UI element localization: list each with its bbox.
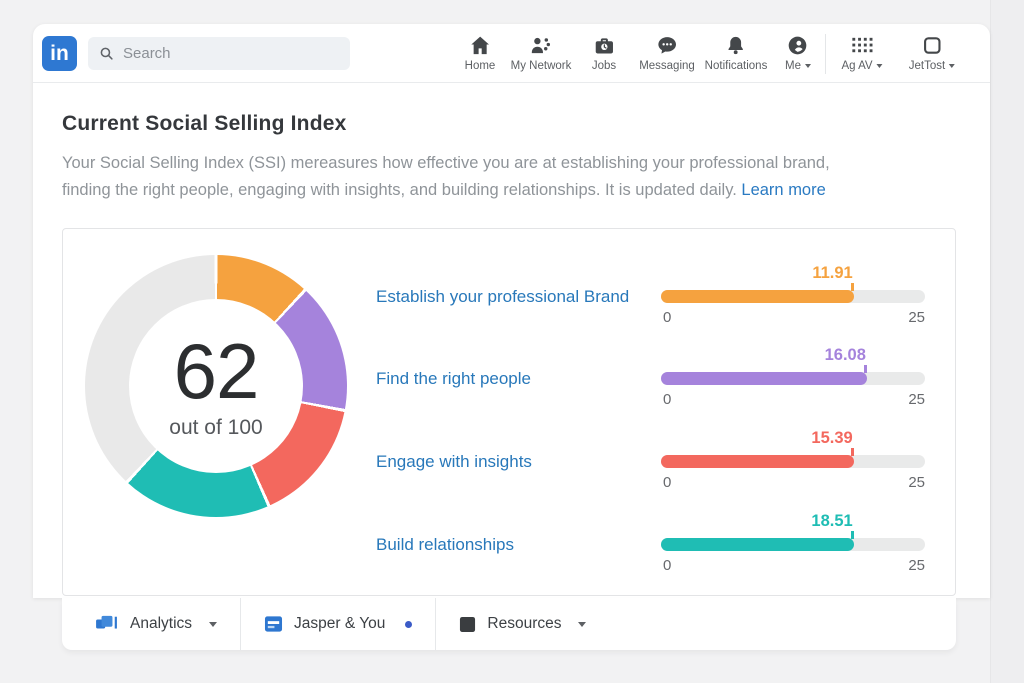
bar-fill	[661, 455, 854, 468]
linkedin-logo[interactable]: in	[42, 36, 77, 71]
ssi-score-suffix: out of 100	[169, 416, 263, 439]
chevron-down-icon	[949, 64, 956, 68]
top-navbar: in Home My Network	[33, 24, 990, 83]
ssi-bar-row-insights: Engage with insights 15.39 0 25	[376, 429, 925, 495]
bar-tick	[863, 365, 867, 373]
bar-value: 11.91	[812, 264, 853, 282]
square-outline-icon	[921, 33, 944, 57]
footer-toolbar: Analytics Jasper & You Resources	[62, 598, 956, 650]
bar-track: 11.91	[661, 264, 925, 303]
briefcase-icon	[592, 33, 615, 57]
learn-more-link[interactable]: Learn more	[741, 180, 826, 199]
bar-value: 18.51	[811, 512, 853, 530]
search-box[interactable]	[88, 37, 350, 70]
axis-max-label: 25	[908, 557, 925, 574]
axis-max-label: 25	[908, 391, 925, 408]
bar-label-link[interactable]: Establish your professional Brand	[376, 287, 630, 306]
app-window: in Home My Network	[33, 24, 990, 598]
search-input[interactable]	[123, 45, 340, 62]
ssi-bar-row-brand: Establish your professional Brand 11.91 …	[376, 264, 925, 330]
bar-track: 16.08	[661, 346, 925, 385]
footer-tab-label: Analytics	[130, 615, 193, 632]
nav-item-messaging[interactable]: Messaging	[639, 33, 695, 72]
nav-item-home[interactable]: Home	[464, 33, 496, 72]
bar-label-link[interactable]: Build relationships	[376, 535, 514, 554]
nav-item-apps[interactable]: Ag AV	[841, 33, 883, 72]
page-description: Your Social Selling Index (SSI) mereasur…	[62, 150, 947, 203]
chevron-down-icon	[876, 64, 883, 68]
chevron-down-icon	[804, 64, 811, 68]
page-title: Current Social Selling Index	[62, 112, 347, 135]
nav-item-label: Home	[464, 60, 496, 72]
axis-max-label: 25	[908, 474, 925, 491]
donut-center: 62 out of 100	[129, 299, 303, 473]
footer-tab-analytics[interactable]: Analytics	[95, 614, 218, 634]
home-icon	[469, 33, 492, 57]
bell-icon	[725, 33, 747, 57]
bar-tick	[850, 448, 854, 456]
description-line-2: finding the right people, engaging with …	[62, 180, 737, 199]
nav-item-my-network[interactable]: My Network	[510, 33, 572, 72]
chat-bubbles-icon	[96, 615, 117, 629]
footer-tab-resources[interactable]: Resources	[459, 615, 587, 633]
footer-divider	[435, 598, 437, 650]
bar-fill	[661, 372, 867, 385]
nav-item-label: JetTost	[908, 60, 946, 72]
axis-min-label: 0	[663, 309, 672, 326]
chevron-down-icon	[209, 621, 218, 627]
bar-tick	[850, 531, 854, 539]
ssi-bar-row-relationships: Build relationships 18.51 0 25	[376, 512, 925, 578]
axis-min-label: 0	[663, 474, 672, 491]
nav-item-jobs[interactable]: Jobs	[592, 33, 616, 72]
bar-fill	[661, 290, 854, 303]
ssi-chart-card: 62 out of 100 Establish your professiona…	[62, 228, 956, 596]
bar-fill	[661, 538, 854, 551]
bar-track: 18.51	[661, 512, 925, 551]
axis-min-label: 0	[663, 557, 672, 574]
nav-divider	[825, 34, 826, 74]
footer-divider	[240, 598, 242, 650]
ssi-bar-row-people: Find the right people 16.08 0 25	[376, 346, 925, 412]
ssi-donut: 62 out of 100	[85, 255, 347, 517]
background-strip	[990, 0, 1024, 683]
bar-label-link[interactable]: Engage with insights	[376, 452, 532, 471]
nav-item-label: Me	[785, 60, 801, 72]
bar-label-link[interactable]: Find the right people	[376, 369, 531, 388]
nav-item-me[interactable]: Me	[785, 33, 811, 72]
footer-tab-jasper[interactable]: Jasper & You	[264, 615, 413, 633]
nav-item-label: Messaging	[639, 60, 695, 72]
bar-value: 15.39	[811, 429, 853, 447]
my-network-icon	[529, 33, 553, 57]
nav-item-label: Jobs	[591, 60, 617, 72]
nav-item-notifications[interactable]: Notifications	[704, 33, 768, 72]
chevron-down-icon	[578, 621, 587, 627]
description-line-1: Your Social Selling Index (SSI) mereasur…	[62, 154, 830, 172]
footer-tab-label: Jasper & You	[294, 615, 386, 632]
axis-min-label: 0	[663, 391, 672, 408]
bar-tick	[850, 283, 854, 291]
search-icon	[100, 47, 113, 60]
bar-value: 16.08	[824, 346, 866, 364]
grid-icon	[850, 33, 875, 57]
ssi-score: 62	[173, 327, 260, 415]
nav-item-label: Ag AV	[841, 60, 873, 72]
nav-item-label: My Network	[510, 60, 572, 72]
avatar	[786, 33, 809, 57]
jasper-icon	[265, 616, 283, 632]
footer-tab-label: Resources	[487, 615, 562, 632]
nav-item-label: Notifications	[704, 60, 768, 72]
messaging-icon	[655, 33, 679, 57]
axis-max-label: 25	[908, 309, 925, 326]
square-filled-icon	[460, 616, 476, 632]
nav-item-jettost[interactable]: JetTost	[908, 33, 956, 72]
notification-dot	[405, 620, 413, 628]
bar-track: 15.39	[661, 429, 925, 468]
